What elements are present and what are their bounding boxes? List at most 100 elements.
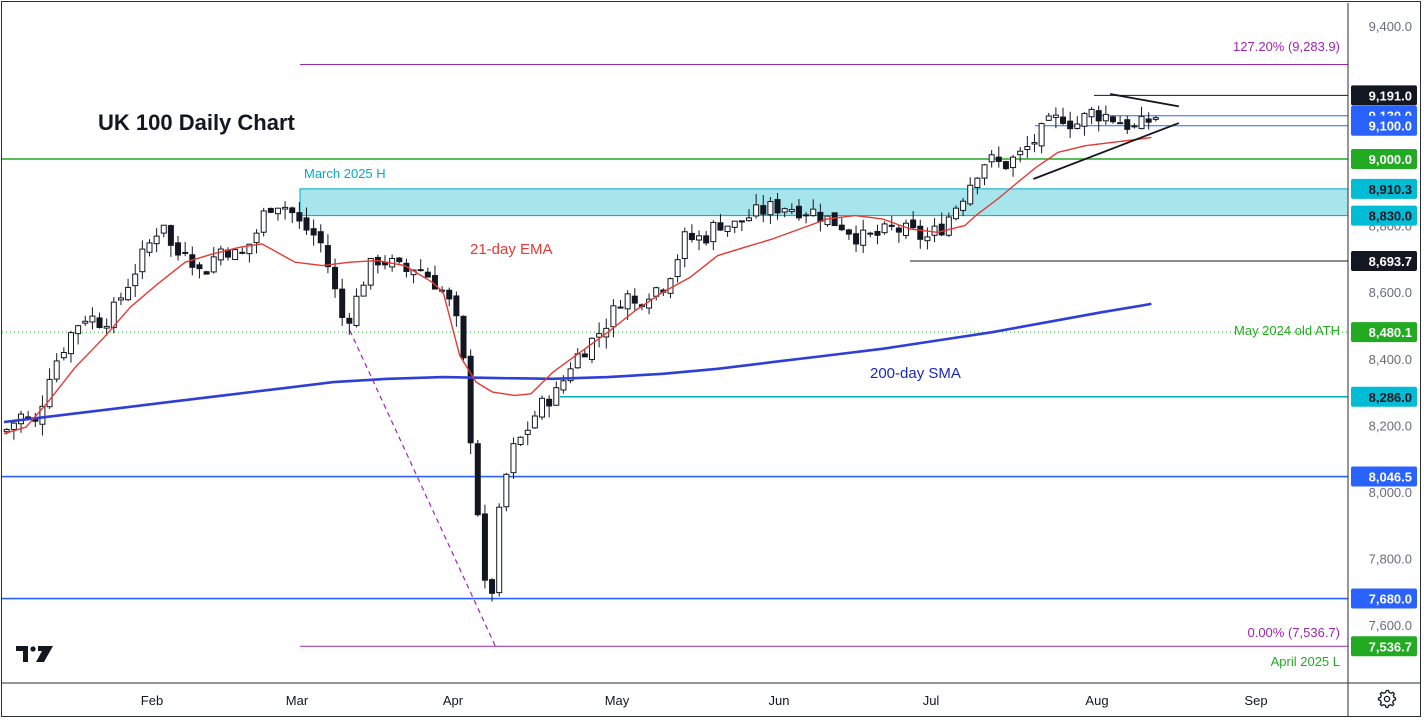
candle-body [981,164,988,179]
moving-averages-layer [3,136,1152,435]
x-tick-label: Jun [769,693,790,708]
candle-body [203,271,210,275]
candle-body [217,248,224,261]
candle-body [524,429,531,435]
ema-21-line [3,136,1152,435]
candle-body [753,204,760,217]
candle-body [1060,116,1067,124]
candle-body [346,317,353,324]
candle-body [453,295,460,317]
candle-body [810,208,817,217]
candle-body [146,242,153,253]
price-badge-bg [1351,85,1417,106]
candle-body [874,230,881,236]
candle-body [688,232,695,241]
x-tick-label: Feb [141,693,163,708]
candle-body [10,422,17,430]
candle-body [867,232,874,235]
candle-body [210,256,217,273]
candle-body [767,201,774,216]
candle-body [39,405,46,425]
price-badge-text: 9,000.0 [1369,152,1412,167]
candle-body [253,232,260,244]
candle-body [324,245,331,268]
candle-body [182,251,189,254]
candle-body [795,205,802,219]
candle-body [317,231,324,244]
candle-body [1031,142,1038,145]
price-badge-text: 7,680.0 [1369,592,1412,607]
candle-body [467,355,474,444]
candle-body [417,269,424,272]
candle-body [1102,113,1109,122]
candle-body [510,443,517,474]
candle-body [960,200,967,211]
candle-body [1074,123,1081,129]
x-tick-label: Aug [1085,693,1108,708]
projection-dashed-line [349,330,496,647]
tradingview-logo[interactable] [16,646,53,662]
candle-body [1052,114,1059,118]
price-badge-text: 7,536.7 [1369,639,1412,654]
candle-body [1017,150,1024,156]
ema-label: 21-day EMA [470,241,553,258]
y-tick-label: 8,600.0 [1369,285,1412,300]
candle-body [788,208,795,212]
price-badge-text: 8,910.3 [1369,182,1412,197]
candle-body [845,229,852,235]
old-ath-label: May 2024 old ATH [1234,323,1340,338]
candle-body [631,295,638,304]
price-badge: 8,693.7 [1351,250,1417,271]
price-badge: 8,046.5 [1351,466,1417,487]
candle-body [838,224,845,231]
candle-body [860,229,867,246]
candle-body [460,315,467,359]
candle-body [117,297,124,301]
candle-body [988,154,995,163]
candle-body [774,199,781,214]
settings-gear-icon[interactable] [1376,688,1398,710]
candle-body [1002,161,1009,170]
candle-body [1095,110,1102,122]
candle-body [903,222,910,236]
candle-body [731,220,738,228]
trendline-1 [1033,122,1180,180]
annotation-labels-layer: March 2025 H 21-day EMA 200-day SMA May 202… [304,39,1340,669]
candle-body [1145,118,1152,123]
trendline-2 [1110,93,1180,108]
candle-body [581,353,588,358]
candle-body [696,235,703,241]
price-badge-bg [1351,588,1417,609]
candle-body [282,206,289,210]
candle-body [803,214,810,217]
candle-body [945,216,952,236]
price-badge-bg [1351,386,1417,407]
candle-body [1067,120,1074,130]
candle-body [67,332,74,355]
price-badge: 7,680.0 [1351,588,1417,609]
candle-body [546,398,553,407]
chart-title: UK 100 Daily Chart [98,110,296,135]
candle-body [717,222,724,231]
candle-body [938,223,945,236]
price-badge-bg [1351,322,1417,343]
candle-body [289,207,296,214]
price-badge-text: 8,830.0 [1369,209,1412,224]
candles-layer[interactable] [3,105,1159,602]
april-low-label: April 2025 L [1271,654,1340,669]
candle-body [267,207,274,213]
price-badge-bg [1351,149,1417,169]
price-badge: 9,191.0 [1351,85,1417,106]
candle-body [745,217,752,222]
candle-body [296,212,303,222]
price-badge-text: 9,191.0 [1369,88,1412,103]
price-badge: 8,910.3 [1351,178,1417,199]
price-badge-text: 8,693.7 [1369,254,1412,269]
candle-body [367,257,374,286]
price-badge-bg [1351,466,1417,487]
x-tick-label: May [605,693,630,708]
price-badges-layer: 9,191.09,130.09,100.09,000.08,910.38,830… [1351,85,1417,657]
candle-body [3,428,10,433]
